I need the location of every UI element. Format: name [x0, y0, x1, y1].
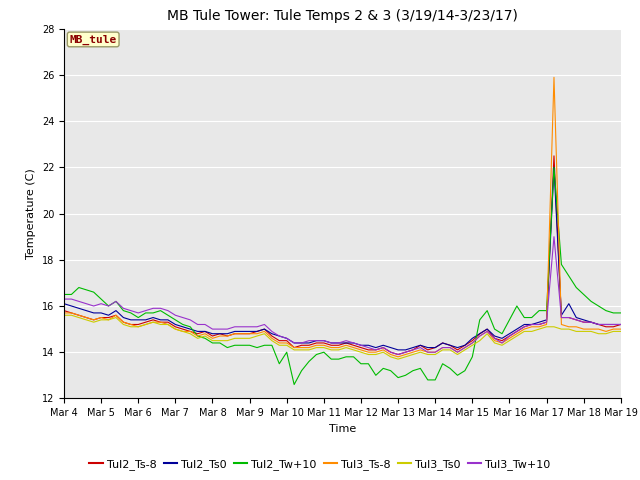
X-axis label: Time: Time — [329, 424, 356, 433]
Text: MB_tule: MB_tule — [70, 35, 117, 45]
Title: MB Tule Tower: Tule Temps 2 & 3 (3/19/14-3/23/17): MB Tule Tower: Tule Temps 2 & 3 (3/19/14… — [167, 10, 518, 24]
Legend: Tul2_Ts-8, Tul2_Ts0, Tul2_Tw+10, Tul3_Ts-8, Tul3_Ts0, Tul3_Tw+10: Tul2_Ts-8, Tul2_Ts0, Tul2_Tw+10, Tul3_Ts… — [85, 455, 555, 474]
Y-axis label: Temperature (C): Temperature (C) — [26, 168, 36, 259]
